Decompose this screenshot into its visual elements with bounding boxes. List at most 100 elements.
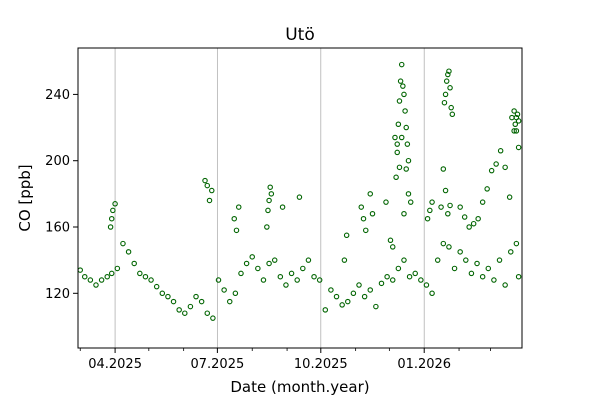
data-point	[159, 290, 166, 297]
data-point	[429, 290, 435, 297]
data-point	[131, 260, 137, 267]
data-point	[515, 118, 522, 124]
data-point	[438, 204, 444, 210]
data-point	[288, 270, 295, 277]
data-point	[479, 199, 486, 205]
data-point	[345, 298, 351, 305]
data-point	[328, 287, 334, 293]
y-tick-label: 120	[45, 287, 70, 302]
data-point	[232, 290, 239, 297]
data-point	[233, 227, 240, 234]
data-point	[384, 273, 390, 280]
data-point	[367, 287, 374, 293]
data-point	[442, 91, 449, 98]
data-point	[361, 293, 368, 300]
x-tick-label: 10.2025	[294, 357, 348, 372]
data-point	[389, 277, 396, 283]
data-point	[283, 282, 289, 288]
data-point	[341, 257, 348, 263]
data-point	[107, 224, 114, 230]
data-point	[360, 215, 367, 222]
data-point	[373, 303, 379, 310]
data-point	[142, 273, 149, 280]
x-axis-ticks: 04.2025 07.2025 10.2025 01.2026	[79, 348, 491, 372]
data-point	[120, 240, 126, 247]
data-point	[429, 199, 435, 205]
data-point	[300, 265, 306, 272]
data-point	[446, 68, 452, 74]
data-point	[266, 197, 272, 204]
data-point	[443, 78, 450, 84]
data-point	[427, 207, 433, 214]
x-tick-label: 01.2026	[397, 357, 451, 372]
data-point	[392, 134, 398, 141]
data-point	[513, 128, 520, 134]
data-point	[496, 257, 503, 263]
data-point	[206, 197, 213, 204]
data-point	[491, 277, 497, 283]
data-point	[339, 302, 345, 308]
data-point	[108, 270, 115, 277]
data-point	[209, 187, 215, 194]
data-point	[378, 280, 385, 287]
data-point	[81, 273, 88, 280]
data-point	[231, 215, 237, 222]
x-tick-label: 07.2025	[190, 357, 244, 372]
data-point	[395, 265, 402, 272]
data-point	[397, 78, 404, 84]
data-point	[446, 244, 452, 250]
data-point	[502, 164, 508, 171]
y-tick-label: 160	[45, 221, 70, 236]
data-point	[226, 298, 233, 305]
data-point	[398, 134, 405, 141]
data-point	[403, 124, 409, 131]
data-point	[423, 282, 430, 288]
data-point	[451, 265, 458, 272]
data-point	[193, 293, 199, 300]
data-point	[396, 164, 403, 171]
data-point	[277, 273, 284, 280]
data-point	[475, 215, 481, 222]
data-point	[210, 315, 216, 321]
data-point	[449, 111, 456, 118]
x-axis-label: Date (month.year)	[230, 378, 369, 396]
data-point	[296, 194, 303, 200]
data-point	[407, 199, 414, 205]
chart-title: Utö	[285, 25, 315, 45]
x-tick-label: 04.2025	[88, 357, 142, 372]
data-point	[434, 257, 441, 263]
data-point	[463, 257, 469, 263]
data-point	[387, 237, 394, 244]
data-point	[238, 270, 244, 277]
data-point	[468, 270, 475, 277]
y-tick-label: 200	[45, 154, 70, 169]
data-point	[440, 166, 447, 172]
data-point	[204, 310, 211, 316]
y-axis-ticks: 120 160 200 240	[45, 88, 78, 302]
data-point	[125, 249, 132, 255]
data-point	[389, 244, 396, 250]
data-point	[394, 149, 400, 156]
data-point	[403, 166, 409, 172]
data-point	[305, 257, 312, 263]
data-point	[424, 215, 431, 222]
data-point	[176, 307, 182, 313]
data-point	[406, 273, 413, 280]
data-point	[484, 186, 490, 192]
data-point	[322, 307, 329, 313]
data-point	[264, 224, 270, 230]
data-point	[255, 265, 261, 272]
data-point	[87, 277, 94, 283]
data-point	[182, 310, 188, 316]
data-point	[311, 273, 317, 280]
data-point	[448, 104, 454, 111]
data-point	[511, 108, 517, 114]
x-gridlines	[114, 48, 425, 348]
data-point	[418, 277, 424, 283]
data-point	[513, 240, 520, 247]
data-point	[110, 207, 116, 214]
data-point	[493, 161, 499, 167]
data-point	[114, 265, 121, 272]
data-point	[394, 141, 400, 147]
